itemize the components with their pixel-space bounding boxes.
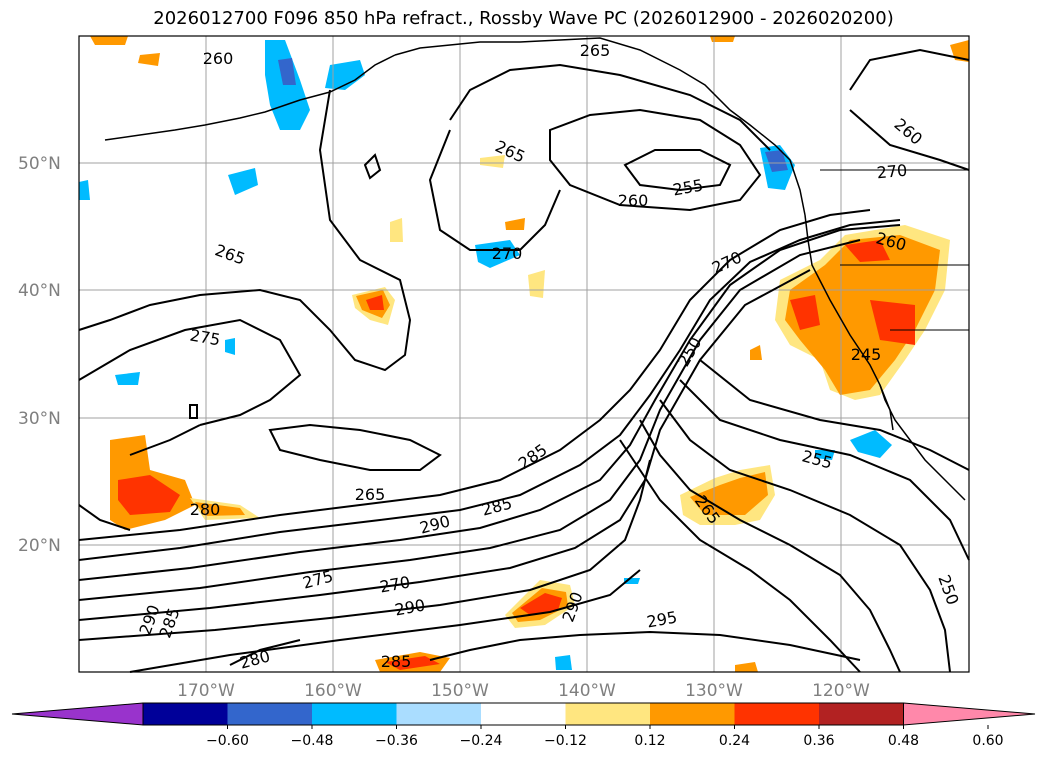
anomaly-negative: [555, 655, 572, 670]
anomaly-negative: [79, 180, 90, 200]
anomaly-positive: [90, 36, 128, 45]
colorbar-segment: [650, 703, 735, 725]
colorbar-segment: [227, 703, 312, 725]
colorbar-segment: [819, 703, 904, 725]
anomaly-positive: [390, 218, 403, 242]
colorbar-segment: [312, 703, 397, 725]
contours: [78, 48, 970, 673]
colorbar-tick-label: −0.24: [460, 733, 503, 749]
colorbar-segment: [734, 703, 819, 725]
anomaly-positive: [528, 270, 545, 298]
lon-label-130w: 130°W: [685, 681, 743, 701]
anomaly-strong: [520, 593, 562, 615]
colorbar-extend-high: [903, 702, 1036, 726]
colorbar-tick-label: −0.60: [206, 733, 249, 749]
map-border: [78, 35, 970, 673]
anomaly-positive: [505, 218, 525, 230]
colorbar-tick-label: 0.48: [888, 733, 919, 749]
colorbar-segment: [143, 703, 228, 725]
colorbar-segment: [565, 703, 650, 725]
colorbar-tick-label: 0.36: [803, 733, 834, 749]
colorbar: −0.60 −0.48 −0.36 −0.24 −0.12 0.12 0.24 0.36 0.4…: [11, 702, 1036, 749]
contour-label: 260: [618, 191, 649, 210]
contour-label: 285: [381, 652, 412, 671]
coastlines: [104, 37, 969, 501]
colorbar-tick-label: −0.12: [544, 733, 587, 749]
anomaly-negative: [325, 60, 365, 90]
lon-label-170w: 170°W: [177, 681, 235, 701]
contour-label: 260: [203, 49, 234, 68]
anomaly-negative: [225, 338, 235, 355]
contour-label: 265: [580, 41, 611, 60]
anomaly-strong: [385, 656, 440, 670]
lat-label-50: 50°N: [18, 154, 61, 174]
lon-label-120w: 120°W: [812, 681, 870, 701]
anomaly-strong: [845, 240, 890, 262]
graticule: [79, 36, 969, 672]
contour-label: 270: [876, 161, 908, 183]
lon-label-160w: 160°W: [304, 681, 362, 701]
anomaly-positive: [785, 235, 940, 395]
anomaly-positive: [195, 502, 245, 516]
anomaly-positive: [480, 155, 505, 168]
lat-label-30: 30°N: [18, 409, 61, 429]
contour-label: 270: [492, 244, 523, 263]
colorbar-segment: [481, 703, 566, 725]
colorbar-tick-label: −0.36: [375, 733, 418, 749]
anomaly-negative: [850, 430, 892, 458]
colorbar-outline: [142, 702, 904, 726]
colorbar-tick-label: 0.24: [719, 733, 750, 749]
colorbar-segment: [396, 703, 481, 725]
anomaly-strong: [790, 295, 820, 330]
chart-title: 2026012700 F096 850 hPa refract., Rossby…: [153, 8, 894, 29]
contour-label: 265: [355, 485, 386, 504]
shading-layer: [79, 36, 969, 672]
colorbar-tick-label: 0.60: [972, 733, 1003, 749]
anomaly-positive: [710, 36, 735, 42]
lat-label-40: 40°N: [18, 281, 61, 301]
anomaly-negative-strong: [765, 150, 788, 172]
anomaly-negative: [475, 240, 520, 268]
anomaly-negative: [228, 168, 258, 195]
lon-label-140w: 140°W: [558, 681, 616, 701]
anomaly-positive: [690, 472, 768, 515]
lon-axis: 170°W 160°W 150°W 140°W 130°W 120°W: [177, 681, 870, 701]
lat-axis: 50°N 40°N 30°N 20°N: [18, 154, 61, 556]
lat-label-20: 20°N: [18, 536, 61, 556]
lon-label-150w: 150°W: [431, 681, 489, 701]
colorbar-extend-low: [11, 702, 144, 726]
colorbar-tick-label: 0.12: [634, 733, 665, 749]
anomaly-negative: [115, 372, 140, 385]
anomaly-positive: [138, 53, 160, 66]
colorbar-tick-label: −0.48: [291, 733, 334, 749]
anomaly-strong: [366, 295, 384, 310]
contour-label: 245: [851, 345, 882, 364]
contour-label: 280: [190, 500, 221, 519]
anomaly-negative: [815, 450, 835, 460]
anomaly-positive: [735, 662, 758, 672]
anomaly-strong: [118, 475, 180, 515]
anomaly-strong: [870, 300, 915, 345]
anomaly-negative-strong: [278, 58, 296, 85]
anomaly-positive: [750, 345, 762, 360]
